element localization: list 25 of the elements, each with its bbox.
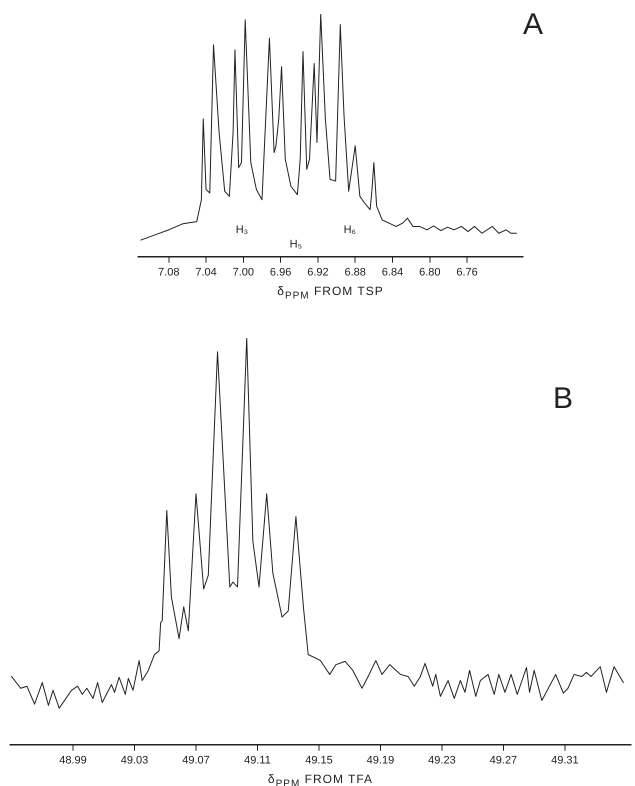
annotation: H₃	[236, 224, 248, 236]
x-tick-label: 49.07	[182, 754, 210, 766]
x-tick-label: 49.19	[366, 754, 394, 766]
text: B	[553, 382, 574, 416]
x-tick-label: 6.84	[382, 266, 404, 278]
annotation: H₅	[290, 238, 302, 251]
x-tick-label: 6.88	[344, 266, 366, 278]
x-tick-label: 49.15	[305, 754, 333, 766]
x-tick-label: 49.31	[551, 754, 579, 766]
x-tick-label: 49.27	[490, 754, 518, 766]
x-axis-title: δ$_{PPM}$ FROM TFA	[266, 772, 374, 786]
x-tick-label: 6.92	[307, 266, 329, 278]
x-tick-label: 6.76	[456, 266, 478, 278]
x-tick-label: 49.03	[120, 754, 148, 766]
x-tick-label: 49.23	[428, 754, 456, 766]
x-tick-label: 7.04	[195, 266, 217, 278]
x-tick-label: 6.80	[419, 266, 440, 278]
x-tick-label: 6.96	[270, 266, 292, 278]
x-tick-label: 48.99	[59, 754, 87, 766]
x-tick-label: 7.08	[158, 266, 180, 278]
chart-title: A	[523, 8, 544, 42]
x-axis-title: δ$_{PPM}$ FROM TSP	[276, 284, 385, 302]
x-tick-label: 49.11	[244, 754, 271, 766]
x-tick-label: 7.00	[232, 266, 254, 278]
annotation: H₆	[344, 224, 356, 236]
